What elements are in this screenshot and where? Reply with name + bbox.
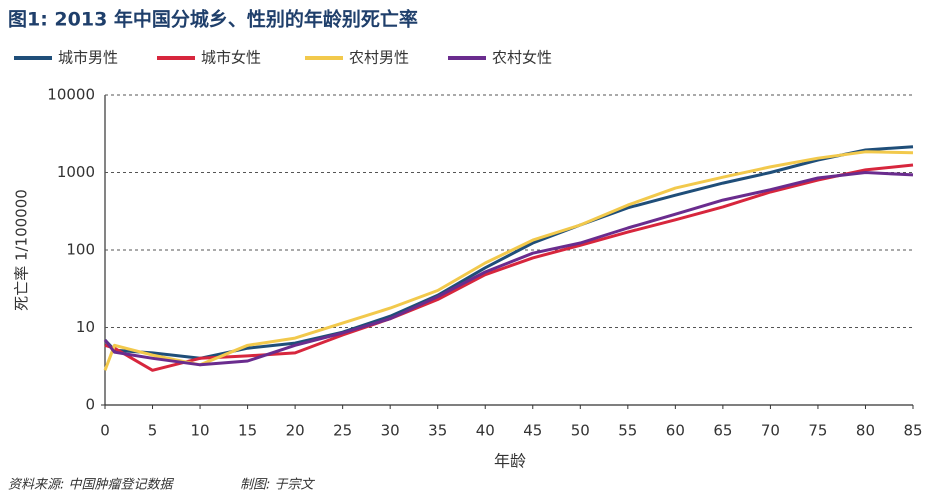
legend-label: 城市男性 — [58, 49, 118, 67]
source-note: 资料来源: 中国肿瘤登记数据 — [8, 478, 175, 493]
x-tick-label: 70 — [761, 422, 780, 440]
x-tick-label: 80 — [856, 422, 875, 440]
x-tick-label: 45 — [523, 422, 542, 440]
x-tick-label: 65 — [713, 422, 732, 440]
y-tick-label: 1000 — [57, 163, 95, 181]
x-tick-label: 0 — [100, 422, 110, 440]
x-tick-label: 35 — [428, 422, 447, 440]
series-line — [104, 163, 914, 372]
legend-label: 农村女性 — [492, 49, 552, 67]
y-axis-label: 死亡率 1/100000 — [13, 189, 31, 311]
y-tick-label: 10000 — [47, 86, 95, 104]
x-tick-label: 85 — [903, 422, 922, 440]
credit-note: 制图: 于宗文 — [240, 477, 316, 493]
x-tick-label: 5 — [148, 422, 158, 440]
y-tick-label: 10 — [76, 318, 95, 336]
x-axis-label: 年龄 — [494, 452, 526, 471]
legend-label: 农村男性 — [349, 49, 409, 67]
x-tick-label: 50 — [571, 422, 590, 440]
x-tick-label: 75 — [808, 422, 827, 440]
x-tick-label: 60 — [666, 422, 685, 440]
x-tick-label: 25 — [333, 422, 352, 440]
chart-title: 图1: 2013 年中国分城乡、性别的年龄别死亡率 — [8, 8, 418, 31]
x-tick-label: 10 — [191, 422, 210, 440]
y-tick-label: 0 — [85, 396, 95, 414]
y-tick-label: 100 — [66, 241, 95, 259]
x-tick-label: 40 — [476, 422, 495, 440]
series-line — [103, 171, 914, 367]
x-tick-label: 20 — [286, 422, 305, 440]
x-tick-label: 55 — [618, 422, 637, 440]
x-tick-label: 15 — [238, 422, 257, 440]
x-tick-label: 30 — [381, 422, 400, 440]
legend-label: 城市女性 — [201, 49, 261, 67]
